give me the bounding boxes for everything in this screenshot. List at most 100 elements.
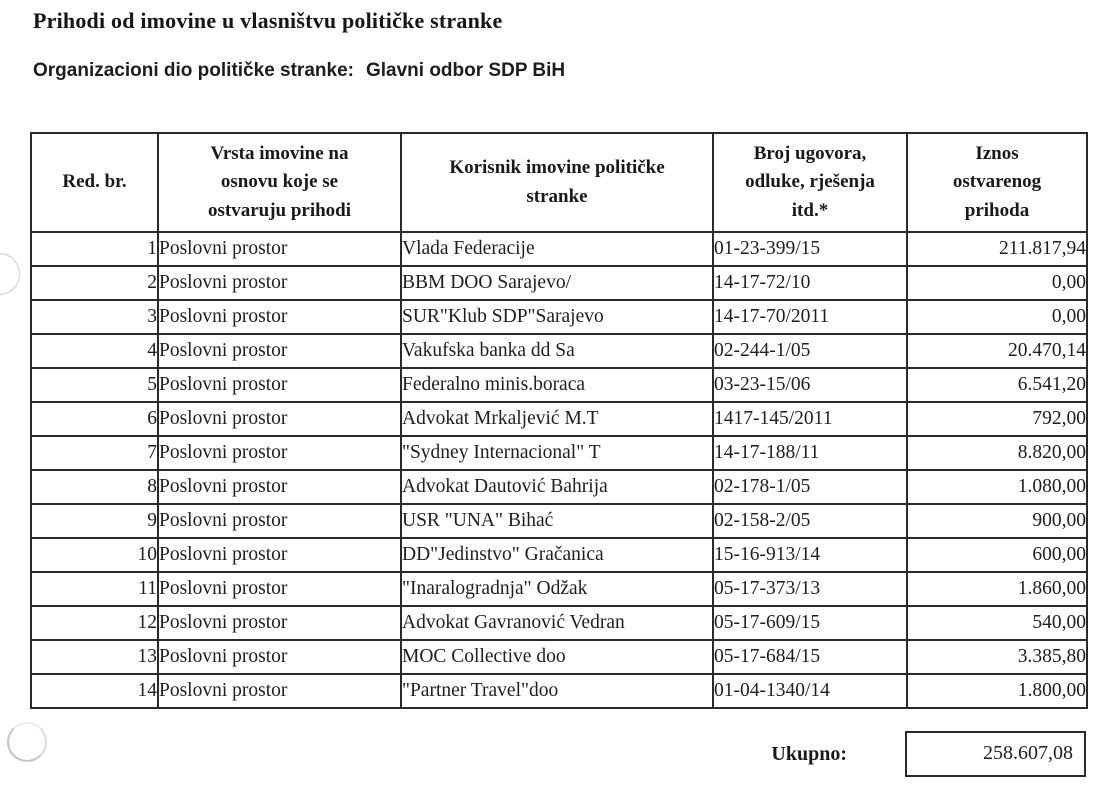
cell-vrsta: Poslovni prostor <box>157 231 402 267</box>
cell-red-br: 11 <box>30 571 159 607</box>
cell-iznos: 6.541,20 <box>906 367 1088 403</box>
cell-vrsta: Poslovni prostor <box>157 537 402 573</box>
cell-broj: 02-244-1/05 <box>712 333 908 369</box>
cell-red-br: 7 <box>30 435 159 471</box>
total-row: Ukupno: 258.607,08 <box>30 731 1086 777</box>
cell-iznos: 1.080,00 <box>906 469 1088 505</box>
table-row: 10 Poslovni prostor DD"Jedinstvo" Gračan… <box>30 537 1088 573</box>
cell-vrsta: Poslovni prostor <box>157 333 402 369</box>
cell-vrsta: Poslovni prostor <box>157 469 402 505</box>
cell-korisnik: Advokat Gavranović Vedran <box>400 605 714 641</box>
cell-broj: 14-17-70/2011 <box>712 299 908 335</box>
cell-iznos: 900,00 <box>906 503 1088 539</box>
cell-iznos: 1.860,00 <box>906 571 1088 607</box>
cell-iznos: 8.820,00 <box>906 435 1088 471</box>
cell-broj: 02-178-1/05 <box>712 469 908 505</box>
table-row: 11 Poslovni prostor "Inaralogradnja" Odž… <box>30 571 1088 607</box>
cell-vrsta: Poslovni prostor <box>157 367 402 403</box>
cell-broj: 05-17-373/13 <box>712 571 908 607</box>
total-value: 258.607,08 <box>905 731 1086 777</box>
cell-korisnik: Vlada Federacije <box>400 231 714 267</box>
cell-red-br: 14 <box>30 673 159 709</box>
table-row: 1 Poslovni prostor Vlada Federacije 01-2… <box>30 231 1088 267</box>
punch-hole-bottom <box>7 722 47 762</box>
cell-red-br: 6 <box>30 401 159 437</box>
table-row: 3 Poslovni prostor SUR"Klub SDP"Sarajevo… <box>30 299 1088 335</box>
cell-broj: 1417-145/2011 <box>712 401 908 437</box>
cell-vrsta: Poslovni prostor <box>157 435 402 471</box>
cell-korisnik: Advokat Dautović Bahrija <box>400 469 714 505</box>
table-body: 1 Poslovni prostor Vlada Federacije 01-2… <box>30 231 1088 709</box>
cell-vrsta: Poslovni prostor <box>157 503 402 539</box>
table-row: 7 Poslovni prostor "Sydney Internacional… <box>30 435 1088 471</box>
cell-vrsta: Poslovni prostor <box>157 265 402 301</box>
table-row: 8 Poslovni prostor Advokat Dautović Bahr… <box>30 469 1088 505</box>
table-row: 12 Poslovni prostor Advokat Gavranović V… <box>30 605 1088 641</box>
cell-iznos: 20.470,14 <box>906 333 1088 369</box>
cell-iznos: 0,00 <box>906 299 1088 335</box>
col-header-iznos: Iznos ostvarenog prihoda <box>906 132 1088 233</box>
cell-iznos: 211.817,94 <box>906 231 1088 267</box>
cell-red-br: 3 <box>30 299 159 335</box>
table-row: 14 Poslovni prostor "Partner Travel"doo … <box>30 673 1088 709</box>
cell-red-br: 9 <box>30 503 159 539</box>
cell-broj: 05-17-609/15 <box>712 605 908 641</box>
cell-broj: 05-17-684/15 <box>712 639 908 675</box>
table-row: 4 Poslovni prostor Vakufska banka dd Sa … <box>30 333 1088 369</box>
cell-korisnik: Advokat Mrkaljević M.T <box>400 401 714 437</box>
cell-red-br: 8 <box>30 469 159 505</box>
income-table: Red. br. Vrsta imovine na osnovu koje se… <box>30 132 1088 709</box>
table-header: Red. br. Vrsta imovine na osnovu koje se… <box>30 132 1088 233</box>
cell-korisnik: DD"Jedinstvo" Gračanica <box>400 537 714 573</box>
table-header-row: Red. br. Vrsta imovine na osnovu koje se… <box>30 132 1088 233</box>
cell-korisnik: "Partner Travel"doo <box>400 673 714 709</box>
cell-iznos: 1.800,00 <box>906 673 1088 709</box>
cell-iznos: 0,00 <box>906 265 1088 301</box>
cell-iznos: 540,00 <box>906 605 1088 641</box>
cell-iznos: 600,00 <box>906 537 1088 573</box>
cell-korisnik: Federalno minis.boraca <box>400 367 714 403</box>
page-title: Prihodi od imovine u vlasništvu političk… <box>33 8 503 33</box>
table-row: 13 Poslovni prostor MOC Collective doo 0… <box>30 639 1088 675</box>
cell-broj: 02-158-2/05 <box>712 503 908 539</box>
cell-broj: 14-17-72/10 <box>712 265 908 301</box>
org-subtitle: Organizacioni dio političke stranke: Glav… <box>33 60 565 82</box>
cell-korisnik: SUR"Klub SDP"Sarajevo <box>400 299 714 335</box>
cell-vrsta: Poslovni prostor <box>157 299 402 335</box>
table-row: 9 Poslovni prostor USR "UNA" Bihać 02-15… <box>30 503 1088 539</box>
org-subtitle-label: Organizacioni dio političke stranke: <box>33 60 354 81</box>
cell-red-br: 4 <box>30 333 159 369</box>
cell-korisnik: USR "UNA" Bihać <box>400 503 714 539</box>
cell-vrsta: Poslovni prostor <box>157 605 402 641</box>
cell-vrsta: Poslovni prostor <box>157 401 402 437</box>
cell-broj: 01-04-1340/14 <box>712 673 908 709</box>
cell-korisnik: Vakufska banka dd Sa <box>400 333 714 369</box>
cell-broj: 01-23-399/15 <box>712 231 908 267</box>
table-row: 5 Poslovni prostor Federalno minis.borac… <box>30 367 1088 403</box>
cell-red-br: 2 <box>30 265 159 301</box>
punch-hole-top <box>0 253 20 295</box>
cell-korisnik: "Sydney Internacional" T <box>400 435 714 471</box>
cell-vrsta: Poslovni prostor <box>157 673 402 709</box>
table-row: 6 Poslovni prostor Advokat Mrkaljević M.… <box>30 401 1088 437</box>
cell-iznos: 792,00 <box>906 401 1088 437</box>
col-header-broj: Broj ugovora, odluke, rješenja itd.* <box>712 132 908 233</box>
cell-iznos: 3.385,80 <box>906 639 1088 675</box>
cell-broj: 14-17-188/11 <box>712 435 908 471</box>
col-header-vrsta: Vrsta imovine na osnovu koje se ostvaruj… <box>157 132 402 233</box>
cell-vrsta: Poslovni prostor <box>157 639 402 675</box>
col-header-korisnik: Korisnik imovine političke stranke <box>400 132 714 233</box>
cell-korisnik: "Inaralogradnja" Odžak <box>400 571 714 607</box>
cell-red-br: 1 <box>30 231 159 267</box>
cell-broj: 03-23-15/06 <box>712 367 908 403</box>
total-label: Ukupno: <box>771 743 847 765</box>
cell-red-br: 13 <box>30 639 159 675</box>
cell-korisnik: BBM DOO Sarajevo/ <box>400 265 714 301</box>
cell-broj: 15-16-913/14 <box>712 537 908 573</box>
cell-red-br: 5 <box>30 367 159 403</box>
cell-korisnik: MOC Collective doo <box>400 639 714 675</box>
org-subtitle-value: Glavni odbor SDP BiH <box>365 60 566 81</box>
col-header-red-br: Red. br. <box>30 132 159 233</box>
cell-vrsta: Poslovni prostor <box>157 571 402 607</box>
